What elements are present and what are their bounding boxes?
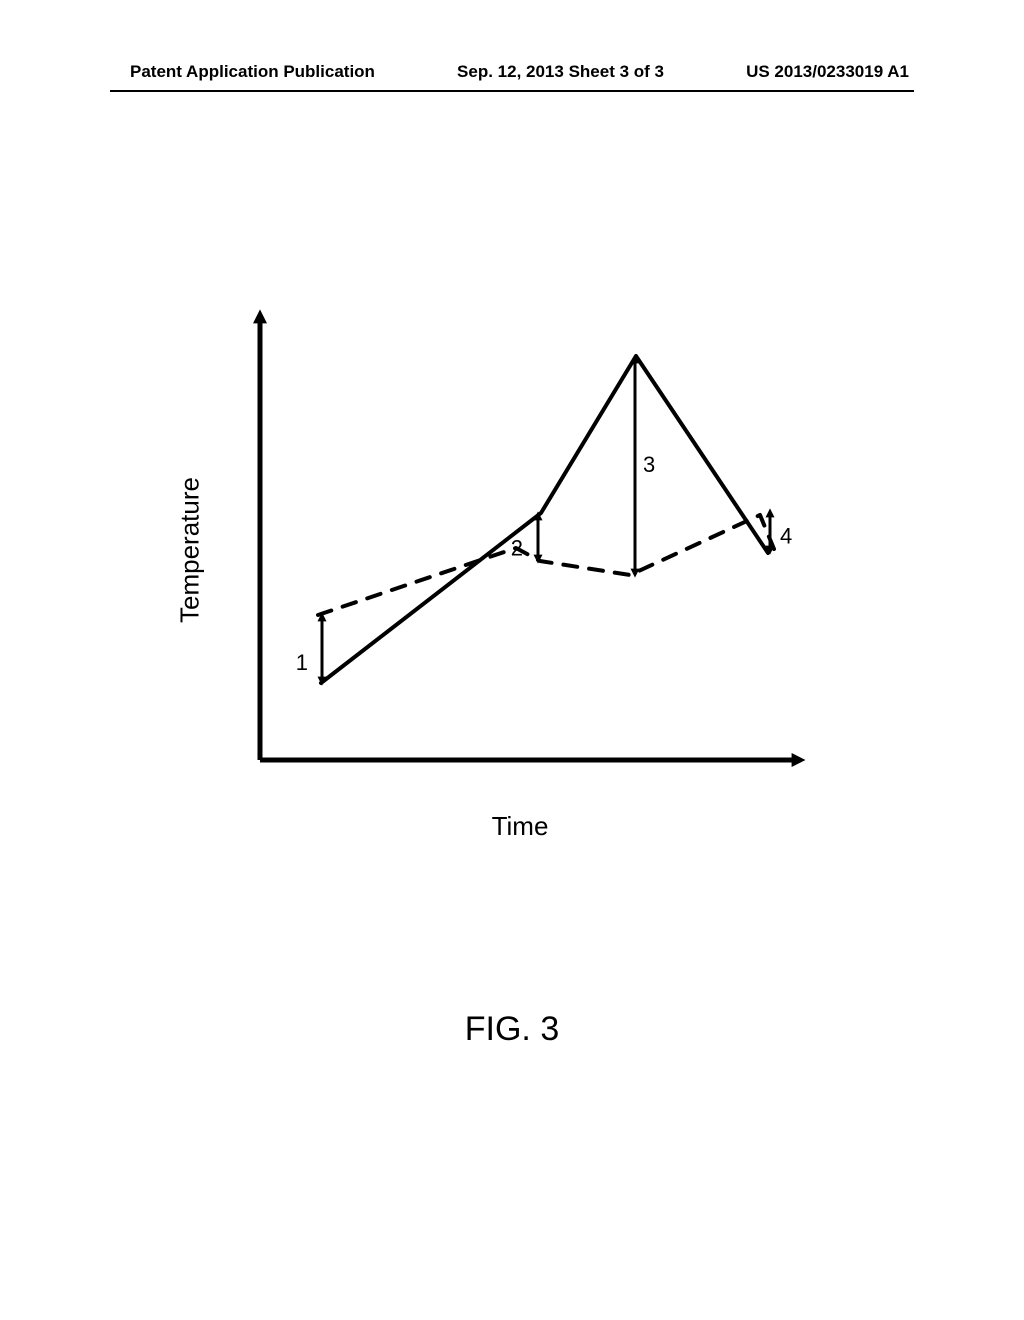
header-center: Sep. 12, 2013 Sheet 3 of 3	[457, 62, 664, 82]
header-left: Patent Application Publication	[130, 62, 375, 82]
callout-label-2: 2	[511, 535, 523, 560]
chart-svg: 1 2 3 4	[220, 300, 820, 800]
chart: Temperature Time 1234	[220, 300, 820, 800]
header-right: US 2013/0233019 A1	[746, 62, 909, 82]
callout-label-1: 1	[296, 650, 308, 675]
header-rule	[110, 90, 914, 92]
series-solid	[321, 356, 768, 683]
series-dashed	[318, 515, 774, 615]
figure-caption: FIG. 3	[465, 1010, 559, 1049]
header-row: Patent Application Publication Sep. 12, …	[0, 62, 1024, 82]
x-axis-label: Time	[492, 811, 549, 842]
page: Patent Application Publication Sep. 12, …	[0, 0, 1024, 1320]
page-header: Patent Application Publication Sep. 12, …	[0, 62, 1024, 92]
callout-label-3: 3	[643, 452, 655, 477]
callout-label-4: 4	[780, 523, 792, 548]
y-axis-label: Temperature	[175, 477, 206, 623]
